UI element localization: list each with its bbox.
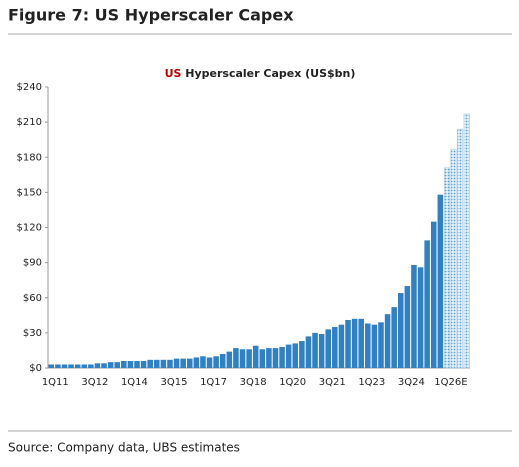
bar xyxy=(121,360,127,368)
bar xyxy=(292,343,299,368)
bar xyxy=(266,348,272,368)
bar xyxy=(345,319,351,368)
bar xyxy=(101,363,107,368)
x-tick-label: 3Q18 xyxy=(240,377,267,388)
bar xyxy=(443,167,450,369)
bar xyxy=(279,346,285,368)
bar xyxy=(180,358,186,368)
y-tick-label: $0 xyxy=(29,363,42,374)
x-tick-label: 1Q23 xyxy=(358,377,385,388)
bar xyxy=(107,362,114,368)
y-tick-label: $180 xyxy=(17,152,42,163)
bar xyxy=(94,363,101,368)
bar xyxy=(457,128,464,369)
bar xyxy=(239,349,246,368)
x-tick-label: 1Q26E xyxy=(434,377,467,388)
y-tick-label: $90 xyxy=(23,258,42,269)
y-tick-label: $120 xyxy=(17,223,42,234)
bar xyxy=(127,360,134,368)
x-tick-label: 3Q24 xyxy=(398,377,425,388)
x-tick-label: 1Q17 xyxy=(200,377,227,388)
bar xyxy=(391,307,397,368)
bar xyxy=(147,359,153,368)
y-tick-label: $240 xyxy=(17,82,42,93)
x-tick-label: 3Q21 xyxy=(319,377,346,388)
bar xyxy=(160,359,167,368)
bar xyxy=(272,348,279,368)
bar xyxy=(351,318,358,368)
bar xyxy=(305,336,312,368)
chart-title-main: Hyperscaler Capex (US$bn) xyxy=(185,67,355,80)
bar xyxy=(365,323,371,368)
bar xyxy=(173,358,180,368)
bar xyxy=(74,364,81,368)
x-tick-label: 3Q12 xyxy=(81,377,108,388)
bar xyxy=(417,267,424,368)
bar xyxy=(55,364,61,368)
bar xyxy=(246,349,252,368)
bar xyxy=(48,364,55,368)
x-tick-label: 3Q15 xyxy=(161,377,188,388)
y-tick-label: $60 xyxy=(23,293,42,304)
bar xyxy=(88,364,94,368)
x-tick-label: 1Q14 xyxy=(121,377,148,388)
y-tick-label: $150 xyxy=(17,187,42,198)
bar xyxy=(411,264,417,368)
bar xyxy=(338,324,345,368)
bar xyxy=(325,329,332,368)
bar xyxy=(312,332,318,368)
bar xyxy=(424,240,430,368)
chart-title-prefix: US xyxy=(165,67,182,80)
y-tick-label: $30 xyxy=(23,328,42,339)
chart-title: US Hyperscaler Capex (US$bn) xyxy=(165,67,356,80)
bar xyxy=(463,113,470,369)
source: Source: Company data, UBS estimates xyxy=(8,441,240,455)
y-tick-label: $210 xyxy=(17,117,42,128)
bar xyxy=(252,345,259,368)
figure-title: Figure 7: US Hyperscaler Capex xyxy=(8,6,294,25)
bar xyxy=(285,344,292,368)
bar xyxy=(81,364,88,368)
bar xyxy=(213,356,219,368)
bar xyxy=(206,357,213,368)
bar xyxy=(318,334,325,368)
bar xyxy=(226,351,233,368)
bar xyxy=(259,349,266,368)
bar xyxy=(450,148,457,369)
bar xyxy=(430,221,437,368)
bar xyxy=(61,364,68,368)
bar xyxy=(167,359,173,368)
bar xyxy=(200,356,206,368)
bar xyxy=(371,324,378,368)
bar xyxy=(68,364,74,368)
bar xyxy=(186,358,193,368)
bar xyxy=(299,341,305,368)
bar xyxy=(219,353,226,368)
x-tick-label: 1Q20 xyxy=(279,377,306,388)
bar xyxy=(114,362,121,368)
bar xyxy=(154,359,160,368)
bar xyxy=(140,360,147,368)
bar xyxy=(404,286,411,368)
bar xyxy=(233,348,239,368)
bar xyxy=(397,293,404,368)
bar xyxy=(193,357,200,368)
bar xyxy=(134,360,140,368)
bar xyxy=(332,327,338,368)
bar xyxy=(437,194,444,368)
bar xyxy=(358,318,364,368)
bar xyxy=(384,314,391,368)
x-tick-label: 1Q11 xyxy=(42,377,69,388)
bar xyxy=(378,322,384,368)
